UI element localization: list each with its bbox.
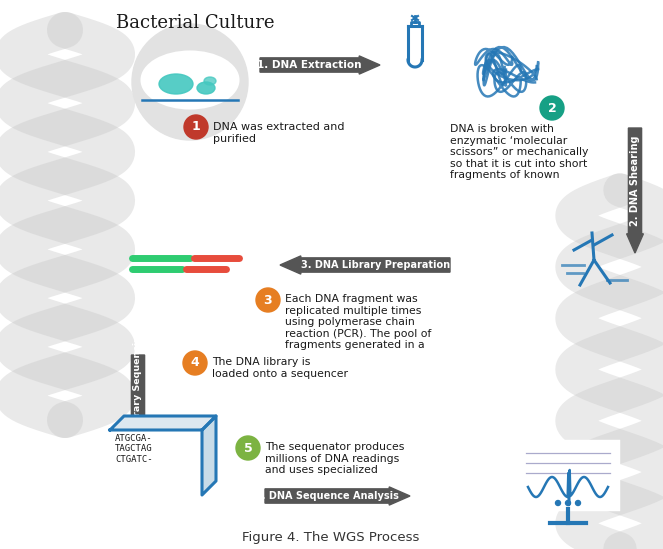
Circle shape (183, 351, 207, 375)
Bar (518, 441, 618, 509)
Text: DNA was extracted and
purified: DNA was extracted and purified (213, 122, 345, 144)
Ellipse shape (197, 82, 215, 94)
Bar (514, 437, 622, 513)
Text: 1: 1 (192, 120, 200, 133)
Ellipse shape (159, 74, 193, 94)
Text: 2: 2 (548, 102, 556, 115)
FancyArrow shape (627, 128, 643, 253)
FancyArrow shape (280, 256, 450, 274)
Circle shape (575, 501, 581, 506)
Polygon shape (202, 416, 216, 495)
Circle shape (256, 288, 280, 312)
Circle shape (566, 501, 570, 506)
Ellipse shape (204, 77, 216, 85)
Text: 3: 3 (264, 294, 272, 306)
Text: 1. DNA Extraction: 1. DNA Extraction (257, 60, 362, 70)
Text: The sequenator produces
millions of DNA readings
and uses specialized: The sequenator produces millions of DNA … (265, 442, 404, 475)
Text: 5. DNA Sequence Analysis: 5. DNA Sequence Analysis (255, 491, 399, 501)
FancyArrow shape (265, 487, 410, 505)
Circle shape (236, 436, 260, 460)
Circle shape (556, 501, 560, 506)
Polygon shape (110, 416, 216, 430)
Text: 4: 4 (191, 356, 200, 369)
Bar (110, 430, 202, 495)
Text: The DNA library is
loaded onto a sequencer: The DNA library is loaded onto a sequenc… (212, 357, 348, 379)
Circle shape (184, 115, 208, 139)
FancyArrow shape (129, 355, 147, 465)
Text: Each DNA fragment was
replicated multiple times
using polymerase chain
reaction : Each DNA fragment was replicated multipl… (285, 294, 432, 350)
Text: 3. DNA Library Preparation: 3. DNA Library Preparation (301, 260, 450, 270)
Text: ATGCGA-
TAGCTAG
CTGATC-: ATGCGA- TAGCTAG CTGATC- (115, 434, 152, 464)
Text: Bacterial Culture: Bacterial Culture (116, 14, 274, 32)
FancyArrow shape (260, 56, 380, 74)
Text: 4. DNA Library Sequencing: 4. DNA Library Sequencing (133, 329, 143, 472)
Text: 2. DNA Shearing: 2. DNA Shearing (630, 136, 640, 226)
Circle shape (540, 96, 564, 120)
Circle shape (132, 24, 248, 140)
Text: 5: 5 (243, 441, 253, 455)
Ellipse shape (142, 52, 238, 108)
Text: Figure 4. The WGS Process: Figure 4. The WGS Process (242, 531, 420, 544)
Text: DNA is broken with
enzymatic ‘molecular
scissors” or mechanically
so that it is : DNA is broken with enzymatic ‘molecular … (450, 124, 588, 181)
